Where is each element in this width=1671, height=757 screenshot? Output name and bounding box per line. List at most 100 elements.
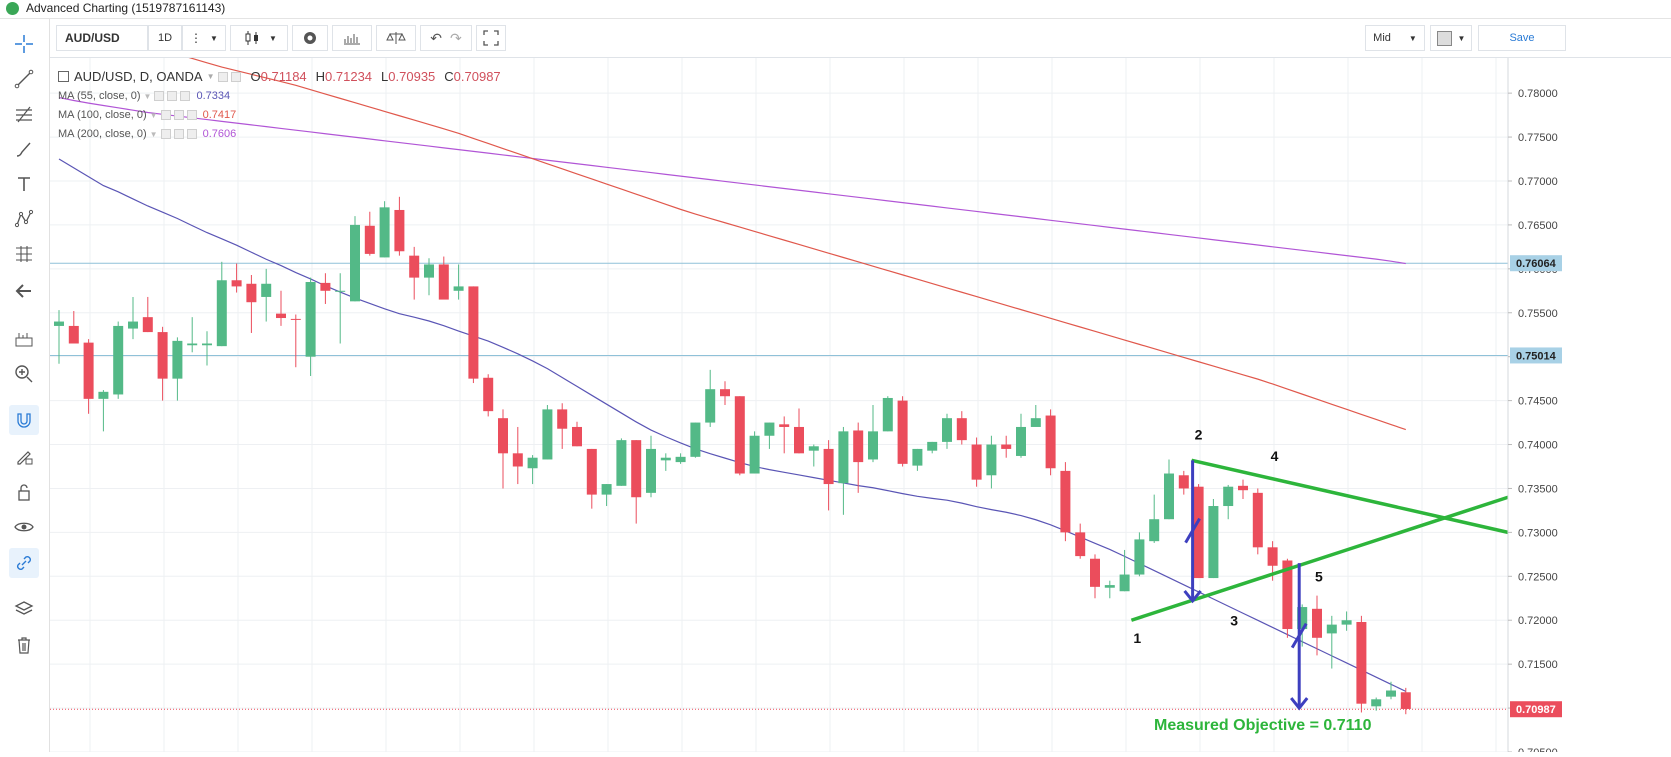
more-intervals-button[interactable]: ⋮ ▼ (182, 25, 226, 51)
indicators-button[interactable] (332, 25, 372, 51)
eye-toggle-icon[interactable] (217, 71, 228, 82)
candle-body (246, 283, 257, 303)
ma55-label: MA (55, close, 0) (58, 90, 141, 102)
candle-body (823, 448, 834, 485)
indicators-icon (344, 34, 360, 45)
price-chart[interactable]: 1 2 3 4 5 Measured Objective = 0.7110 0.78000… (50, 15, 1671, 757)
candle-body (364, 225, 375, 254)
candle-body (1030, 418, 1041, 427)
candle-body (335, 290, 346, 292)
candle-body (142, 317, 153, 333)
wave-label-1: 1 (1133, 630, 1141, 646)
candle-body (1119, 574, 1130, 592)
settings-button[interactable] (292, 25, 328, 51)
wave-label-5: 5 (1315, 569, 1323, 585)
lock-drawing-icon[interactable] (9, 441, 39, 471)
compare-button[interactable] (376, 25, 416, 51)
undo-icon[interactable]: ↶ (430, 29, 442, 46)
candle-body (231, 280, 242, 287)
candle-body (498, 418, 508, 454)
chevron-down-icon[interactable]: ▼ (143, 91, 152, 101)
candle-body (290, 318, 301, 320)
vertical-dots-icon: ⋮ (190, 31, 203, 45)
scales-icon (386, 32, 406, 44)
chevron-down-icon[interactable]: ▼ (149, 129, 158, 139)
redo-icon[interactable]: ↷ (450, 29, 462, 46)
measured-objective-text: Measured Objective = 0.7110 (1154, 717, 1372, 734)
fullscreen-icon (483, 30, 499, 46)
price-tick-label: 0.77500 (1518, 132, 1558, 144)
chevron-down-icon[interactable]: ▼ (149, 110, 158, 120)
candle-body (1075, 532, 1086, 557)
candle-body (512, 453, 523, 467)
price-tick-label: 0.73000 (1518, 527, 1558, 539)
save-button[interactable]: Save (1478, 25, 1566, 51)
magnet-icon[interactable] (9, 405, 39, 435)
candle-body (128, 321, 138, 329)
ruler-icon[interactable] (9, 324, 39, 354)
settings-small-icon[interactable] (167, 91, 178, 101)
eye-toggle-icon[interactable] (154, 91, 165, 101)
trend-line-icon[interactable] (9, 64, 39, 94)
gear-icon (304, 32, 316, 44)
collapse-icon[interactable] (58, 71, 69, 82)
pattern-tool-icon[interactable] (9, 204, 39, 234)
text-tool-icon[interactable] (9, 169, 39, 199)
interval-button[interactable]: 1D (148, 25, 182, 51)
ma200-label: MA (200, close, 0) (58, 128, 147, 140)
candle-body (202, 343, 212, 346)
chart-pane[interactable]: 1 2 3 4 5 Measured Objective = 0.7110 0.78000… (50, 15, 1671, 757)
link-icon[interactable] (9, 548, 39, 578)
eye-icon[interactable] (9, 512, 39, 542)
crosshair-icon[interactable] (9, 29, 39, 59)
candle-body (971, 444, 982, 480)
zoom-in-icon[interactable] (9, 359, 39, 389)
window-title: Advanced Charting (1519787161143) (26, 1, 226, 15)
back-arrow-icon[interactable] (9, 276, 39, 306)
candle-body (631, 440, 642, 498)
symbol-search-input[interactable]: AUD/USD (56, 25, 148, 51)
price-label: 0.76064 (1516, 258, 1557, 270)
ma100-line (58, 15, 1406, 431)
trash-icon[interactable] (9, 630, 39, 660)
candle-body (379, 207, 390, 258)
candle-body (764, 422, 775, 436)
candle-body (187, 343, 198, 346)
price-tick-label: 0.71500 (1518, 659, 1558, 671)
eye-toggle-icon[interactable] (160, 110, 171, 120)
price-type-select[interactable]: Mid ▼ (1365, 25, 1425, 51)
price-tick-label: 0.75500 (1518, 308, 1558, 320)
candle-body (320, 282, 331, 291)
ma200-legend: MA (200, close, 0) ▼ 0.7606 (58, 128, 236, 140)
settings-small-icon[interactable] (230, 71, 241, 82)
candle-body (838, 431, 849, 484)
fib-tool-icon[interactable] (9, 99, 39, 129)
price-tick-label: 0.72000 (1518, 615, 1558, 627)
projection-arrow-tick (1290, 622, 1308, 649)
wave-label-2: 2 (1195, 426, 1203, 442)
layers-icon[interactable] (9, 594, 39, 624)
moving-averages (58, 15, 1407, 692)
candle-body (897, 400, 908, 464)
candle-body (468, 286, 479, 379)
candle-body (956, 418, 967, 441)
close-icon[interactable] (186, 129, 197, 139)
close-icon[interactable] (180, 91, 191, 101)
projection-arrow-head (1290, 697, 1309, 711)
brush-icon[interactable] (9, 134, 39, 164)
candle-body (261, 283, 272, 297)
prediction-tool-icon[interactable] (9, 239, 39, 269)
unlock-icon[interactable] (9, 477, 39, 507)
candle-body (394, 209, 405, 252)
fullscreen-button[interactable] (476, 25, 506, 51)
price-tick-label: 0.72500 (1518, 571, 1558, 583)
candle-body (409, 255, 420, 278)
layout-select[interactable]: ▼ (1430, 25, 1472, 51)
chevron-down-icon[interactable]: ▼ (206, 72, 215, 81)
candle-body (276, 313, 286, 319)
close-icon[interactable] (186, 110, 197, 120)
settings-small-icon[interactable] (173, 129, 184, 139)
settings-small-icon[interactable] (173, 110, 184, 120)
chart-style-button[interactable]: ▼ (230, 25, 288, 51)
eye-toggle-icon[interactable] (160, 129, 171, 139)
